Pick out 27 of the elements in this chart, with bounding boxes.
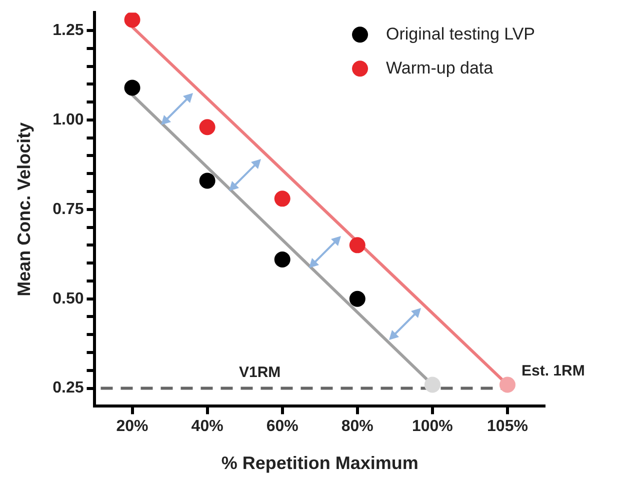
x-tick-label: 100% <box>412 418 453 436</box>
point <box>499 376 516 393</box>
y-tick-label: 1.00 <box>52 111 84 128</box>
point <box>274 190 290 207</box>
point <box>349 237 366 254</box>
x-axis-title: % Repetition Maximum <box>221 453 418 474</box>
y-tick-label: 1.25 <box>52 22 84 39</box>
point <box>199 119 216 136</box>
point <box>424 376 440 393</box>
x-tick-label: 80% <box>341 418 374 436</box>
y-tick-label: 0.50 <box>52 290 84 308</box>
y-tick-label: 0.75 <box>52 200 84 218</box>
y-axis-title: Mean Conc. Velocity <box>14 122 34 296</box>
x-tick-label: 60% <box>266 418 298 436</box>
x-tick-label: 20% <box>116 418 148 436</box>
point <box>124 80 140 96</box>
point <box>349 290 366 307</box>
x-tick-label: 40% <box>191 418 224 436</box>
annotation: Est. 1RM <box>521 362 585 380</box>
point <box>199 172 216 189</box>
y-tick-label: 0.25 <box>52 380 84 397</box>
ref-line-label: V1RM <box>238 364 281 381</box>
point <box>124 12 140 28</box>
x-tick-label: 105% <box>487 418 528 436</box>
point <box>274 251 290 268</box>
legend-label: Original testing LVP <box>386 24 535 44</box>
legend-label: Warm-up data <box>386 58 494 78</box>
